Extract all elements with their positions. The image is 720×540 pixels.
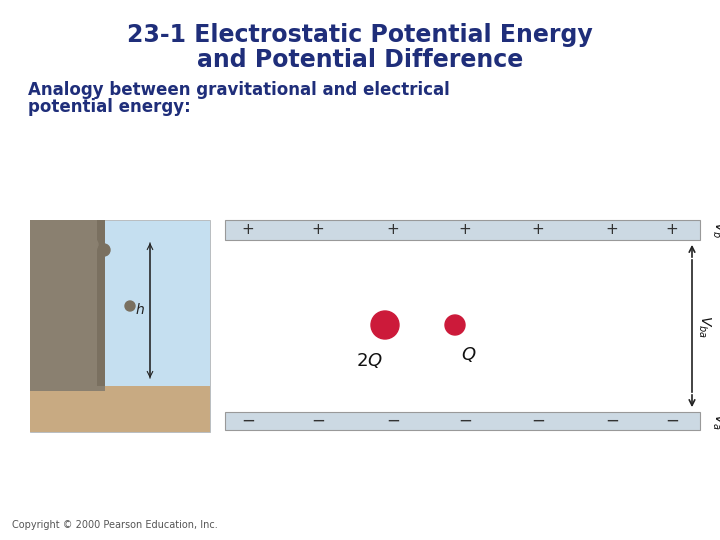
Text: +: + xyxy=(242,222,254,238)
Text: −: − xyxy=(665,412,679,430)
Bar xyxy=(225,412,700,430)
Text: Analogy between gravitational and electrical: Analogy between gravitational and electr… xyxy=(28,81,450,99)
Bar xyxy=(30,220,105,391)
Text: $V_a$: $V_a$ xyxy=(710,413,720,429)
Text: +: + xyxy=(312,222,325,238)
Bar xyxy=(30,386,210,432)
Text: −: − xyxy=(605,412,619,430)
Text: $2Q$: $2Q$ xyxy=(356,351,382,370)
Circle shape xyxy=(82,237,98,253)
Circle shape xyxy=(371,311,399,339)
Text: and Potential Difference: and Potential Difference xyxy=(197,48,523,72)
Text: +: + xyxy=(387,222,400,238)
Text: Copyright © 2000 Pearson Education, Inc.: Copyright © 2000 Pearson Education, Inc. xyxy=(12,520,217,530)
Text: $V_{ba}$: $V_{ba}$ xyxy=(696,314,712,338)
Text: h: h xyxy=(135,303,144,318)
Text: −: − xyxy=(241,412,255,430)
Text: +: + xyxy=(665,222,678,238)
Text: −: − xyxy=(311,412,325,430)
Circle shape xyxy=(445,315,465,335)
Text: −: − xyxy=(531,412,545,430)
Text: potential energy:: potential energy: xyxy=(28,98,191,116)
Circle shape xyxy=(125,301,135,311)
Circle shape xyxy=(98,244,110,256)
Text: +: + xyxy=(606,222,618,238)
Bar xyxy=(225,220,700,240)
Text: −: − xyxy=(386,412,400,430)
Text: 23-1 Electrostatic Potential Energy: 23-1 Electrostatic Potential Energy xyxy=(127,23,593,47)
Bar xyxy=(30,220,210,432)
Text: +: + xyxy=(531,222,544,238)
Text: +: + xyxy=(459,222,472,238)
Text: $Q$: $Q$ xyxy=(462,345,477,364)
Text: −: − xyxy=(458,412,472,430)
Bar xyxy=(97,220,105,386)
Text: $V_b$: $V_b$ xyxy=(710,221,720,239)
